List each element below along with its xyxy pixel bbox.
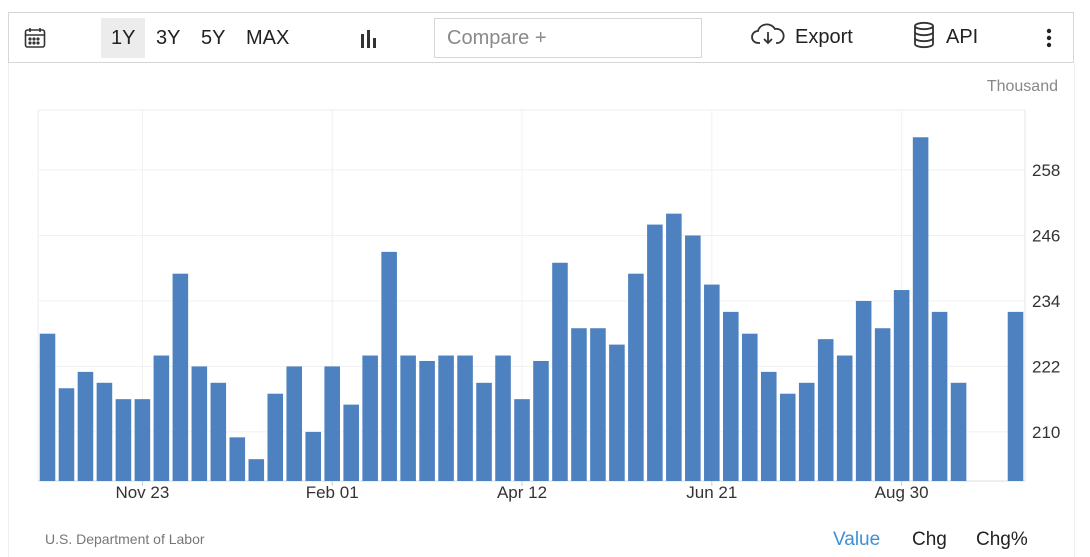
bar[interactable] bbox=[324, 366, 340, 481]
range-1y-button[interactable]: 1Y bbox=[101, 18, 146, 58]
toggle-chg-pct[interactable]: Chg% bbox=[976, 529, 1028, 550]
bar[interactable] bbox=[134, 399, 151, 481]
bar-chart-icon[interactable] bbox=[353, 13, 383, 62]
panel-left-border bbox=[8, 63, 9, 557]
bar[interactable] bbox=[343, 404, 359, 481]
bar[interactable] bbox=[874, 328, 891, 481]
bar[interactable] bbox=[779, 393, 796, 481]
bar[interactable] bbox=[267, 393, 284, 481]
bar[interactable] bbox=[798, 382, 815, 481]
bar[interactable] bbox=[210, 382, 227, 481]
bar[interactable] bbox=[96, 382, 113, 481]
bar[interactable] bbox=[950, 382, 967, 481]
bar[interactable] bbox=[58, 388, 75, 481]
bar[interactable] bbox=[723, 311, 739, 481]
source-label: U.S. Department of Labor bbox=[45, 531, 205, 547]
bar[interactable] bbox=[552, 262, 568, 481]
bar[interactable] bbox=[115, 399, 132, 481]
bar[interactable] bbox=[457, 355, 473, 481]
bar[interactable] bbox=[855, 300, 872, 481]
panel-right-border bbox=[1074, 63, 1075, 557]
x-tick-label: Nov 23 bbox=[115, 483, 169, 502]
range-max-button[interactable]: MAX bbox=[246, 26, 290, 49]
chart-toolbar: 1Y 3Y 5Y MAX Export API bbox=[8, 12, 1074, 63]
bar[interactable] bbox=[476, 382, 492, 481]
bar[interactable] bbox=[817, 339, 834, 481]
range-3y-button[interactable]: 3Y bbox=[156, 26, 181, 49]
bar[interactable] bbox=[438, 355, 454, 481]
bar[interactable] bbox=[248, 459, 265, 481]
bar[interactable] bbox=[533, 360, 549, 481]
more-vertical-icon[interactable] bbox=[1039, 13, 1059, 62]
bar[interactable] bbox=[419, 360, 435, 481]
api-label: API bbox=[946, 26, 979, 48]
y-tick-label: 258 bbox=[1032, 161, 1060, 180]
toggle-chg[interactable]: Chg bbox=[912, 529, 947, 550]
bar[interactable] bbox=[590, 328, 606, 481]
export-label: Export bbox=[795, 26, 853, 48]
cloud-download-icon bbox=[751, 23, 785, 53]
bar[interactable] bbox=[685, 235, 701, 481]
bar[interactable] bbox=[609, 344, 625, 481]
bar[interactable] bbox=[836, 355, 853, 481]
compare-input[interactable] bbox=[434, 18, 702, 58]
range-5y-button[interactable]: 5Y bbox=[201, 26, 226, 49]
bar[interactable] bbox=[893, 290, 910, 481]
api-button[interactable]: API bbox=[912, 13, 978, 62]
bar[interactable] bbox=[362, 355, 378, 481]
x-tick-label: Aug 30 bbox=[875, 483, 929, 502]
x-tick-label: Feb 01 bbox=[306, 483, 359, 502]
bar[interactable] bbox=[381, 251, 397, 481]
bar[interactable] bbox=[514, 399, 530, 481]
x-tick-label: Jun 21 bbox=[686, 483, 737, 502]
unit-label: Thousand bbox=[986, 78, 1058, 95]
bar[interactable] bbox=[400, 355, 416, 481]
y-tick-label: 234 bbox=[1032, 292, 1060, 311]
bar[interactable] bbox=[666, 213, 682, 482]
y-tick-label: 210 bbox=[1032, 423, 1060, 442]
bar[interactable] bbox=[172, 273, 189, 481]
bar[interactable] bbox=[931, 311, 948, 481]
bar[interactable] bbox=[191, 366, 208, 481]
x-tick-label: Apr 12 bbox=[497, 483, 547, 502]
export-button[interactable]: Export bbox=[751, 13, 853, 62]
bar[interactable] bbox=[39, 333, 56, 481]
bar[interactable] bbox=[571, 328, 587, 481]
bar[interactable] bbox=[229, 437, 246, 481]
y-tick-label: 222 bbox=[1032, 357, 1060, 376]
calendar-icon[interactable] bbox=[19, 13, 51, 62]
bar[interactable] bbox=[1007, 311, 1024, 481]
bar[interactable] bbox=[305, 431, 322, 481]
database-icon bbox=[912, 21, 936, 55]
bar[interactable] bbox=[760, 371, 777, 481]
bar[interactable] bbox=[741, 333, 758, 481]
bar[interactable] bbox=[704, 284, 720, 481]
bar[interactable] bbox=[495, 355, 511, 481]
bar[interactable] bbox=[912, 137, 929, 481]
bar[interactable] bbox=[628, 273, 644, 481]
bar[interactable] bbox=[286, 366, 303, 481]
bar[interactable] bbox=[647, 224, 663, 481]
y-tick-label: 246 bbox=[1032, 226, 1060, 245]
toggle-value[interactable]: Value bbox=[833, 529, 881, 550]
bar[interactable] bbox=[77, 371, 94, 481]
bar[interactable] bbox=[153, 355, 170, 481]
